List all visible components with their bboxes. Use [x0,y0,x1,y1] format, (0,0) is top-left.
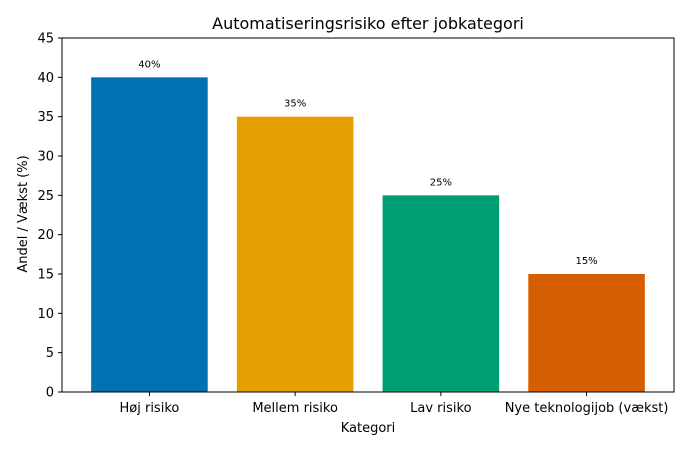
y-tick-label: 40 [37,71,54,86]
bar-data-label: 40% [138,59,160,70]
chart-title: Automatiseringsrisiko efter jobkategori [212,14,524,33]
plot-frame [61,37,675,393]
bar [236,116,354,393]
bar [91,77,208,392]
bar-data-label: 35% [284,99,306,110]
bars-group [91,77,645,393]
y-tick-label: 20 [37,228,54,243]
x-axis-label: Kategori [341,421,396,436]
y-axis-label: Andel / Vækst (%) [16,155,31,272]
y-axis: 0 5 10 15 20 25 30 35 40 45 [37,32,62,401]
data-labels-group: 40% 35% 25% 15% [138,59,597,267]
bar [382,195,500,392]
x-tick-label: Nye teknologijob (vækst) [505,401,669,416]
y-tick-label: 35 [37,110,54,125]
bar-data-label: 15% [575,256,597,267]
bar-data-label: 25% [430,177,452,188]
bar [528,274,645,392]
x-tick-label: Mellem risiko [252,401,338,416]
y-tick-label: 25 [37,189,54,204]
y-tick-label: 5 [46,346,54,361]
x-tick-label: Lav risiko [410,401,471,416]
y-tick-label: 30 [37,150,54,165]
y-tick-label: 45 [37,32,54,47]
y-tick-label: 10 [37,307,54,322]
y-tick-label: 15 [37,268,54,283]
x-tick-label: Høj risiko [120,401,180,416]
x-axis: Høj risiko Mellem risiko Lav risiko Nye tek… [120,392,669,416]
y-tick-label: 0 [46,386,54,401]
